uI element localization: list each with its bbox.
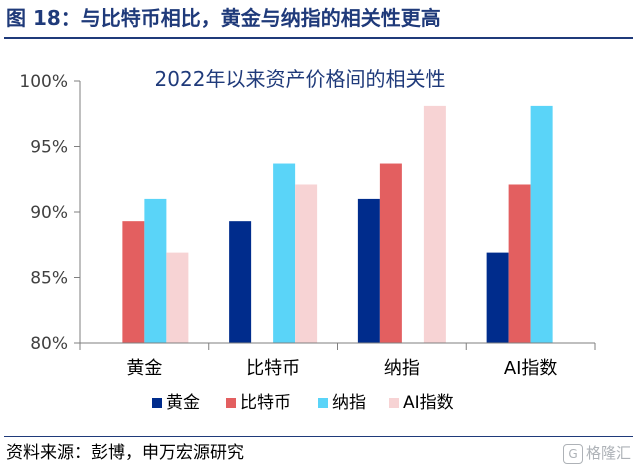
bar — [530, 105, 553, 343]
x-axis: 黄金 比特币 纳指 AI指数 — [79, 342, 596, 379]
watermark: G 格隆汇 — [562, 441, 631, 465]
legend-swatch — [152, 398, 162, 408]
watermark-text: 格隆汇 — [585, 444, 631, 462]
bar — [508, 184, 531, 343]
bar — [122, 221, 145, 343]
legend-label: 比特币 — [240, 393, 291, 413]
bars-group — [122, 105, 553, 343]
bar — [273, 163, 296, 343]
legend-label: 黄金 — [166, 393, 200, 413]
y-tick-label: 90% — [30, 203, 68, 223]
watermark-logo-icon: G — [562, 443, 583, 464]
legend-swatch — [389, 398, 399, 408]
x-tick-label: 黄金 — [126, 358, 162, 379]
y-tick-label: 85% — [30, 269, 68, 289]
figure-title: 图 18：与比特币相比，黄金与纳指的相关性更高 — [6, 6, 441, 30]
y-tick-label: 80% — [30, 334, 68, 354]
bar — [423, 105, 446, 343]
correlation-bar-chart: 2022年以来资产价格间的相关性 80%85%90%95%100% 黄金 比特币纳… — [19, 67, 596, 413]
bar — [229, 221, 252, 343]
y-tick-label: 100% — [19, 72, 68, 92]
legend-label: 纳指 — [332, 393, 366, 413]
bar — [486, 252, 509, 343]
legend-swatch — [226, 398, 236, 408]
bar — [379, 163, 402, 343]
bar — [357, 198, 380, 343]
bar — [144, 198, 167, 343]
source-note: 资料来源：彭博，申万宏源研究 — [6, 443, 244, 463]
title-divider — [4, 37, 633, 39]
x-tick-label: 比特币 — [246, 358, 300, 379]
legend-swatch — [318, 398, 328, 408]
legend-label: AI指数 — [403, 393, 454, 413]
y-axis: 80% 85% 90% 95% 100% — [19, 72, 81, 354]
bar — [166, 252, 189, 343]
chart-title: 2022年以来资产价格间的相关性 — [155, 67, 446, 91]
bar — [295, 184, 318, 343]
source-divider — [4, 436, 633, 437]
y-tick-label: 95% — [30, 138, 68, 158]
x-tick-label: 纳指 — [384, 358, 420, 379]
x-tick-label: AI指数 — [504, 358, 558, 379]
legend: 黄金 比特币 纳指 AI指数 — [152, 393, 454, 413]
